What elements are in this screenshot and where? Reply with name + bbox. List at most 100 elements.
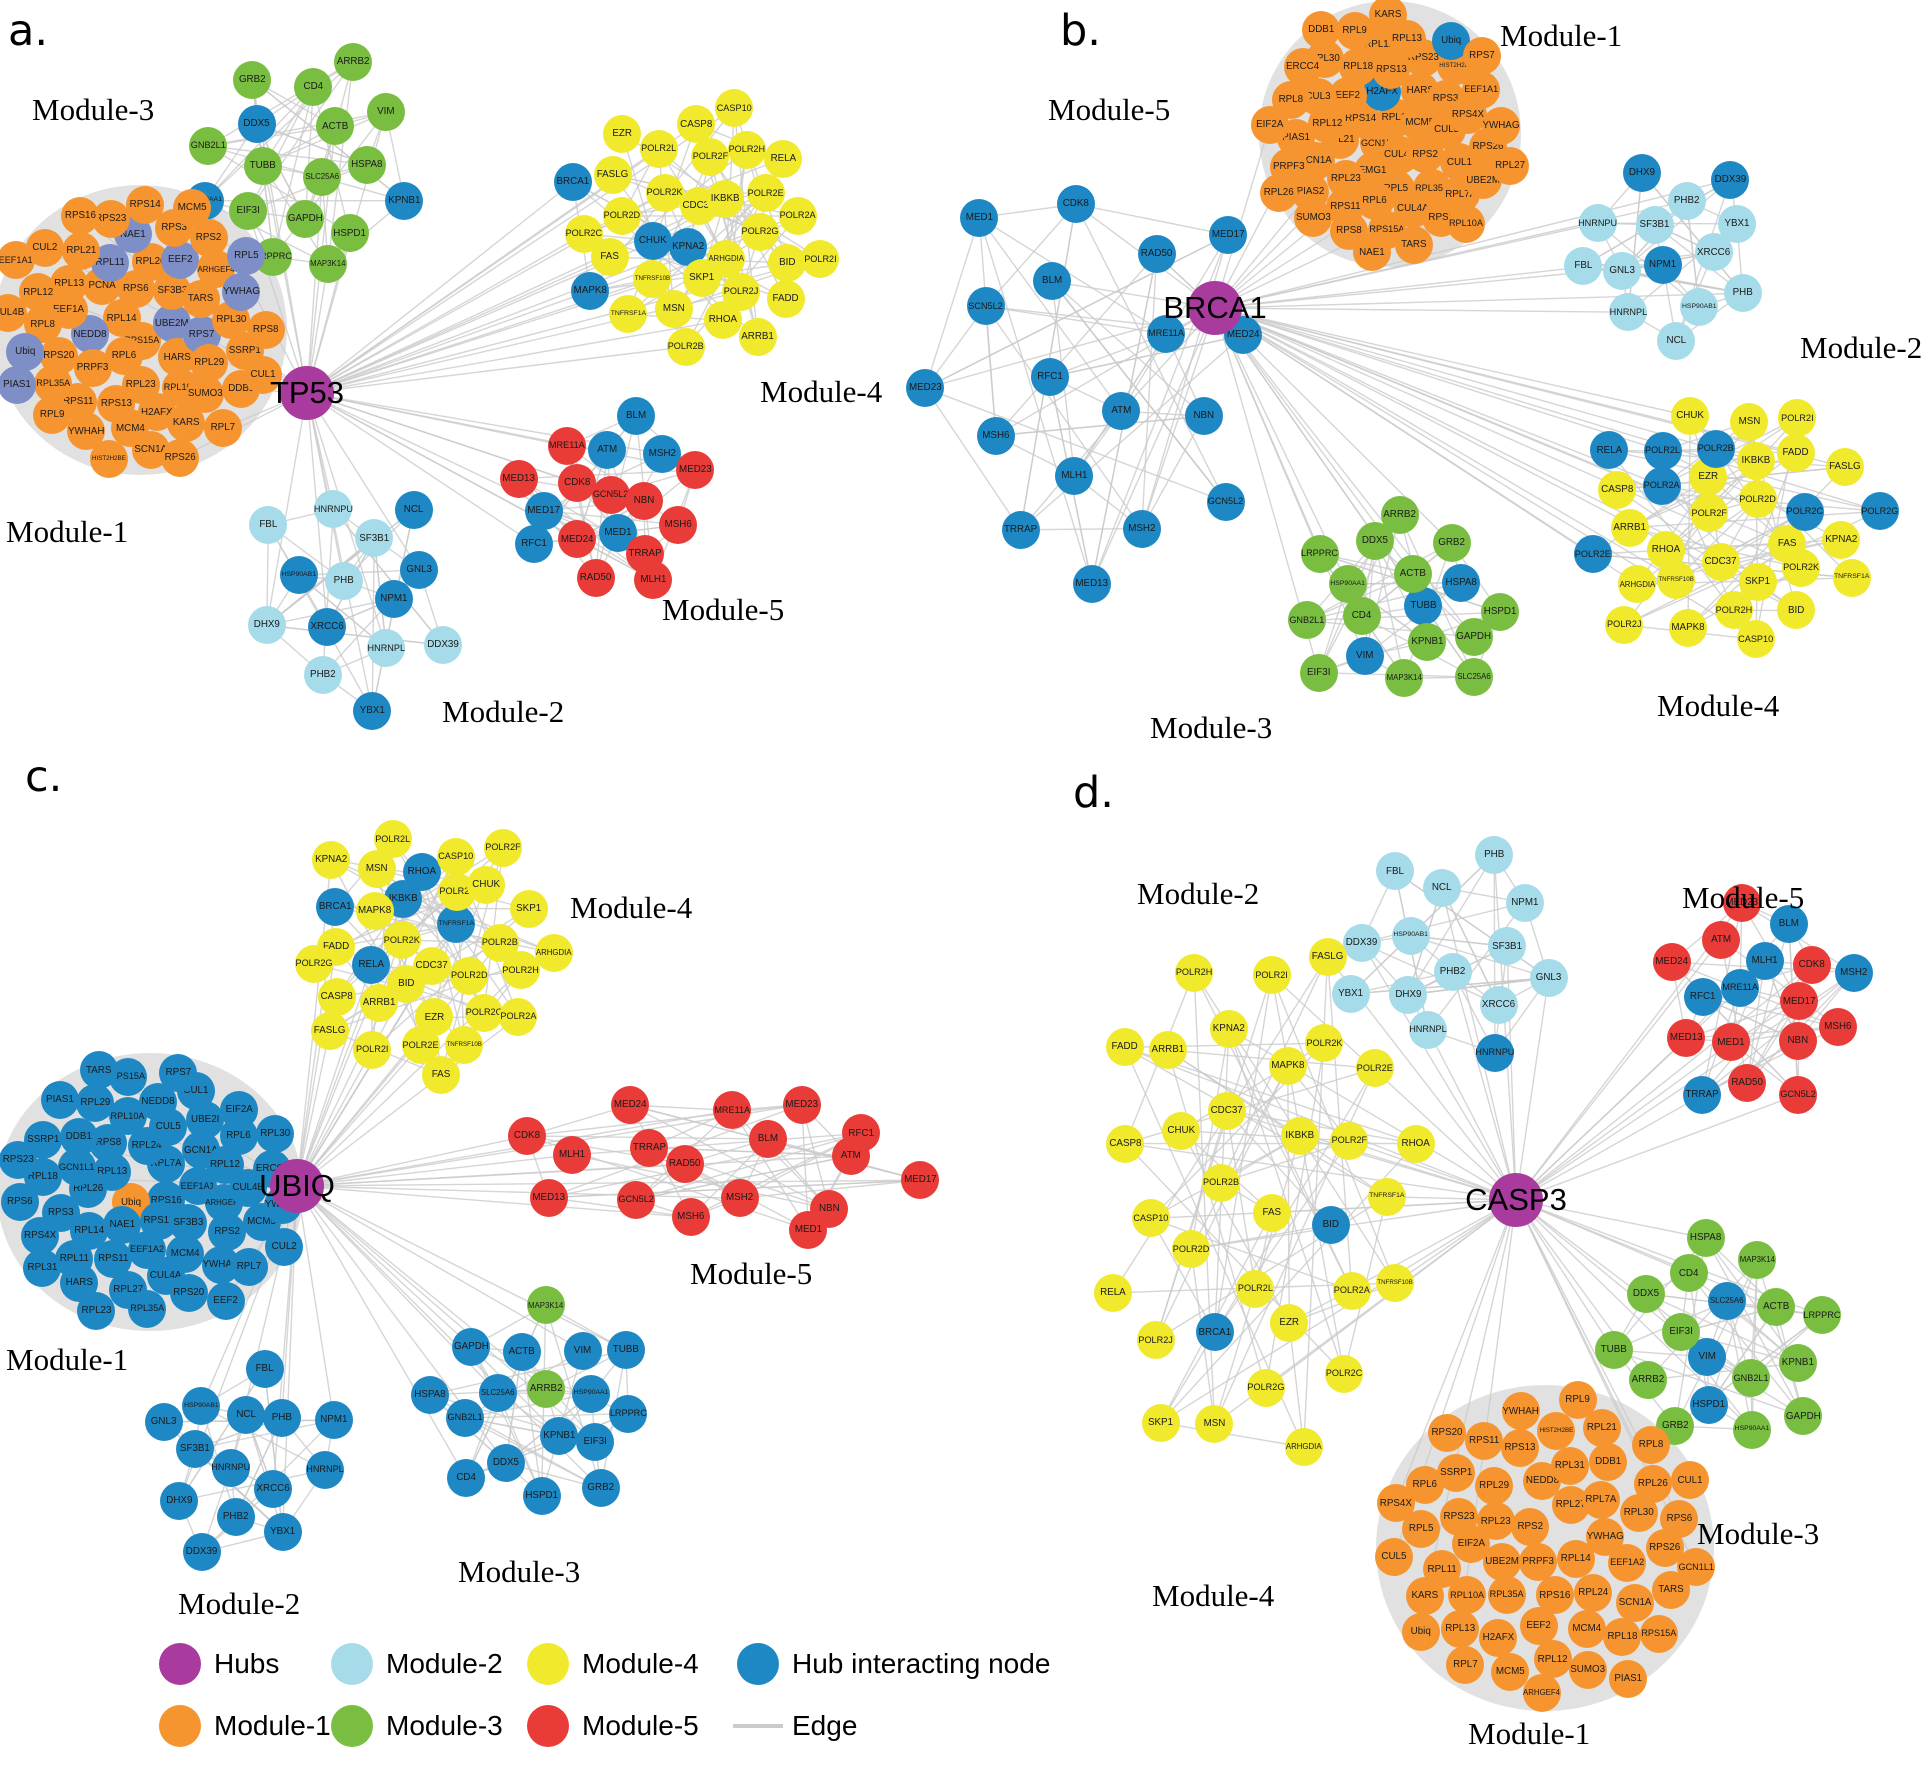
b-node-tnfrsf1a[interactable]: TNFRSF1A [1832,558,1871,597]
a-node-gcn5l2[interactable]: GCN5L2 [591,475,630,514]
b-node-kpna2[interactable]: KPNA2 [1822,520,1861,559]
a-node-mlh1[interactable]: MLH1 [634,560,673,599]
c-node-ssrp1[interactable]: SSRP1 [24,1121,63,1160]
b-node-hspd1[interactable]: HSPD1 [1481,593,1520,632]
d-node-trrap[interactable]: TRRAP [1683,1075,1722,1114]
a-node-rpl5[interactable]: RPL5 [227,237,266,276]
a-node-nbn[interactable]: NBN [625,482,664,520]
a-node-actb[interactable]: ACTB [316,107,355,146]
a-node-map3k14[interactable]: MAP3K14 [308,245,347,284]
c-node-polr2l[interactable]: POLR2L [373,820,412,859]
a-node-ddx39[interactable]: DDX39 [424,626,462,665]
c-node-xrcc6[interactable]: XRCC6 [254,1469,293,1508]
c-node-rps6[interactable]: RPS6 [0,1182,39,1221]
b-node-kpnb1[interactable]: KPNB1 [1408,623,1447,662]
c-node-polr2h[interactable]: POLR2H [501,951,540,990]
b-node-phb2[interactable]: PHB2 [1667,181,1706,220]
b-node-scn5l2[interactable]: SCN5L2 [966,287,1005,326]
c-node-chuk[interactable]: CHUK [467,866,506,905]
a-node-msn[interactable]: MSN [654,289,693,328]
b-node-hsp90ab1[interactable]: HSP90AB1 [1680,288,1719,327]
a-node-rpl21[interactable]: RPL21 [62,232,101,271]
c-node-tnfrsf1a[interactable]: TNFRSF1A [437,905,476,944]
c-node-grb2[interactable]: GRB2 [581,1469,620,1508]
c-node-eif2a[interactable]: EIF2A [220,1091,259,1130]
a-node-slc25a6[interactable]: SLC25A6 [303,157,342,196]
d-node-gcn5l2[interactable]: GCN5L2 [1779,1075,1818,1114]
a-node-polr2l[interactable]: POLR2L [639,129,678,168]
a-node-mcm5[interactable]: MCM5 [173,189,212,228]
a-node-phb2[interactable]: PHB2 [303,655,342,694]
c-node-rpl31[interactable]: RPL31 [23,1248,62,1287]
c-node-tubb[interactable]: TUBB [606,1331,645,1370]
d-node-gnl3[interactable]: GNL3 [1529,958,1568,997]
b-node-dhx9[interactable]: DHX9 [1622,153,1661,192]
b-node-mre11a[interactable]: MRE11A [1147,314,1186,353]
a-node-pias1[interactable]: PIAS1 [0,366,36,405]
a-node-rpl9[interactable]: RPL9 [33,395,72,434]
b-node-cdk8[interactable]: CDK8 [1056,185,1095,224]
a-node-hsp90ab1[interactable]: HSP90AB1 [279,556,318,595]
a-node-ywhag[interactable]: YWHAG [222,272,261,311]
b-node-hsp90aa1[interactable]: HSP90AA1 [1328,564,1367,603]
b-node-med23[interactable]: MED23 [906,369,945,408]
d-node-hnrnpl[interactable]: HNRNPL [1408,1010,1447,1049]
b-node-ywhag[interactable]: YWHAG [1481,107,1520,146]
c-node-gnl3[interactable]: GNL3 [144,1402,183,1441]
c-node-sf3b3[interactable]: SF3B3 [169,1204,208,1243]
b-node-rpl18[interactable]: RPL18 [1339,48,1378,86]
c-node-hsp90aa1[interactable]: HSP90AA1 [572,1374,611,1413]
d-node-blm[interactable]: BLM [1769,904,1808,943]
c-node-rpl35a[interactable]: RPL35A [128,1290,167,1328]
b-node-slc25a6[interactable]: SLC25A6 [1454,658,1493,697]
a-node-med23[interactable]: MED23 [676,451,715,490]
b-node-ikbkb[interactable]: IKBKB [1736,441,1775,480]
a-node-eef1a1[interactable]: EEF1A1 [0,241,35,280]
c-node-rpl23[interactable]: RPL23 [77,1292,116,1331]
c-node-arrb2[interactable]: ARRB2 [527,1370,566,1409]
d-node-atm[interactable]: ATM [1702,920,1741,959]
b-node-lrpprc[interactable]: LRPPRC [1300,534,1339,573]
c-node-med13[interactable]: MED13 [529,1178,568,1217]
a-node-xrcc6[interactable]: XRCC6 [308,607,347,646]
a-node-dhx9[interactable]: DHX9 [247,606,286,645]
a-node-hnrnpu[interactable]: HNRNPU [314,490,353,529]
c-node-map3k14[interactable]: MAP3K14 [526,1286,565,1325]
d-node-ybx1[interactable]: YBX1 [1331,974,1370,1013]
a-node-med1[interactable]: MED1 [598,514,637,553]
a-node-eif3i[interactable]: EIF3I [229,192,268,231]
d-node-cdk8[interactable]: CDK8 [1792,945,1831,984]
c-node-kpna2[interactable]: KPNA2 [312,840,351,879]
d-node-rfc1[interactable]: RFC1 [1683,978,1722,1017]
a-node-grb2[interactable]: GRB2 [233,60,272,99]
a-node-npm1[interactable]: NPM1 [374,579,413,618]
a-node-rps8[interactable]: RPS8 [246,311,285,350]
b-node-ddb1[interactable]: DDB1 [1302,10,1341,49]
a-node-polr2d[interactable]: POLR2D [602,196,641,235]
b-node-polr2b[interactable]: POLR2B [1696,429,1735,468]
d-node-fas[interactable]: FAS [1252,1193,1291,1232]
c-node-faslg[interactable]: FASLG [310,1011,349,1050]
b-node-gnl3[interactable]: GNL3 [1603,251,1642,290]
b-node-arrb2[interactable]: ARRB2 [1380,495,1419,534]
b-node-rpl10a[interactable]: RPL10A [1446,204,1485,243]
d-node-nbn[interactable]: NBN [1778,1022,1817,1061]
c-node-hspd1[interactable]: HSPD1 [522,1476,561,1515]
b-node-ddx5[interactable]: DDX5 [1355,522,1394,561]
c-node-polr2c[interactable]: POLR2C [464,994,503,1033]
b-node-rps7[interactable]: RPS7 [1462,37,1501,76]
d-node-mlh1[interactable]: MLH1 [1745,941,1784,980]
c-node-lrpprc[interactable]: LRPPRC [609,1394,648,1433]
b-node-med1[interactable]: MED1 [960,198,999,237]
b-node-hnrnpl[interactable]: HNRNPL [1609,293,1648,332]
a-node-polr2f[interactable]: POLR2F [691,137,730,176]
b-node-xrcc6[interactable]: XRCC6 [1694,233,1733,272]
b-node-rad50[interactable]: RAD50 [1137,235,1176,274]
c-node-rpl29[interactable]: RPL29 [76,1084,115,1123]
a-node-tnfrsf1a[interactable]: TNFRSF1A [609,295,648,334]
b-hub-node-brca1[interactable] [1188,281,1242,335]
c-node-msh2[interactable]: MSH2 [720,1179,759,1218]
a-node-hist2h2be[interactable]: HIST2H2BE [89,440,128,479]
a-node-ddx5[interactable]: DDX5 [237,105,276,144]
b-node-vim[interactable]: VIM [1345,636,1384,675]
